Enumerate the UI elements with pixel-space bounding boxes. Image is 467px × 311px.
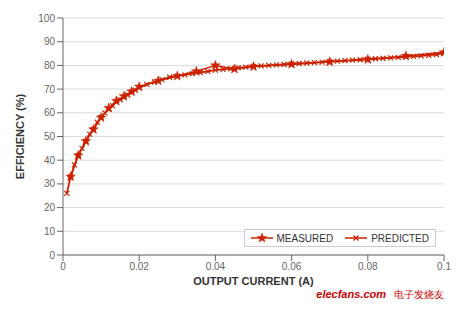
html-text:PREDICTED: PREDICTED xyxy=(371,232,429,244)
svg-text:70: 70 xyxy=(44,84,56,95)
html-text:电子发烧友: 电子发烧友 xyxy=(394,289,444,300)
svg-text:0.04: 0.04 xyxy=(206,261,226,272)
svg-text:40: 40 xyxy=(44,155,56,166)
svg-text:80: 80 xyxy=(44,60,56,71)
svg-text:50: 50 xyxy=(44,131,56,142)
svg-text:0: 0 xyxy=(60,261,66,272)
html-text:elecfans.com: elecfans.com xyxy=(316,288,386,300)
svg-text:0: 0 xyxy=(49,250,55,261)
svg-text:100: 100 xyxy=(38,13,55,24)
svg-text:60: 60 xyxy=(44,107,56,118)
svg-text:30: 30 xyxy=(44,178,56,189)
svg-text:90: 90 xyxy=(44,36,56,47)
svg-text:20: 20 xyxy=(44,202,56,213)
svg-text:OUTPUT CURRENT (A): OUTPUT CURRENT (A) xyxy=(193,275,314,287)
svg-text:0.08: 0.08 xyxy=(358,261,378,272)
svg-text:0.1: 0.1 xyxy=(437,261,451,272)
svg-text:0.06: 0.06 xyxy=(282,261,302,272)
html-text:MEASURED: MEASURED xyxy=(276,232,334,244)
svg-text:EFFICIENCY (%): EFFICIENCY (%) xyxy=(14,93,26,179)
svg-text:0.02: 0.02 xyxy=(129,261,149,272)
svg-text:10: 10 xyxy=(44,226,56,237)
